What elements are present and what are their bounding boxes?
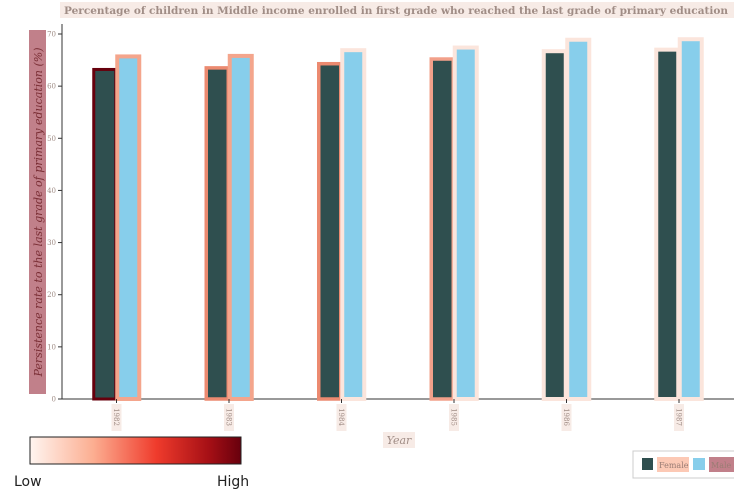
x-tick-label: 1983 (225, 408, 233, 426)
colorbar-high-label: High (217, 474, 249, 490)
x-tick-label-background (561, 404, 572, 431)
x-tick-label-background (224, 404, 234, 431)
bar-male-1985 (452, 45, 479, 402)
bar-female-1985 (429, 57, 455, 401)
y-tick-label: 50 (47, 135, 56, 143)
y-tick-label: 70 (47, 31, 56, 39)
legend-swatch-male (693, 458, 705, 470)
y-tick-label: 20 (47, 291, 56, 299)
x-tick-label-background (674, 404, 684, 431)
bar-female-1987 (654, 47, 681, 402)
bar-female-1983 (204, 66, 230, 401)
x-tick-label: 1986 (562, 408, 570, 426)
x-tick-label-background (111, 404, 122, 431)
bar-male-1984 (340, 48, 367, 402)
y-tick-label: 60 (47, 83, 56, 91)
bar-male-1982 (115, 54, 142, 402)
chart-title-background (60, 2, 734, 18)
x-tick-label-background (336, 404, 347, 431)
x-tick-label: 1984 (337, 408, 345, 426)
legend-swatch-female (642, 458, 653, 470)
y-axis-ticks: 0 10 20 30 40 50 60 70 (47, 31, 62, 404)
x-tick-label: 1982 (112, 408, 120, 426)
x-axis-label-background (383, 432, 415, 448)
x-tick-label: 1985 (450, 408, 458, 426)
y-tick-label: 30 (47, 239, 56, 247)
legend: Female Male (632, 450, 734, 479)
bar-series-group (92, 37, 704, 402)
legend-label-male-background (709, 457, 734, 472)
y-axis-label: Persistence rate to the last grade of pr… (32, 47, 45, 377)
colorbar-low-label: Low (14, 474, 42, 490)
bar-male-1986 (565, 37, 592, 401)
chart-title: Percentage of children in Middle income … (64, 5, 728, 17)
y-tick-label: 0 (52, 396, 56, 404)
legend-label-female: Female (659, 461, 689, 470)
bar-female-1982 (92, 67, 118, 401)
colorbar (29, 436, 242, 465)
bar-male-1987 (677, 37, 704, 401)
bar-female-1984 (317, 61, 343, 401)
legend-label-female-background (657, 457, 689, 472)
y-tick-label: 40 (47, 187, 56, 195)
legend-label-male: Male (711, 461, 732, 470)
x-axis-ticks: 1982 1983 1984 1985 1986 1987 (111, 399, 684, 431)
x-axis-label: Year (387, 434, 412, 447)
bar-female-1986 (541, 49, 568, 401)
x-tick-label: 1987 (675, 408, 683, 426)
bar-male-1983 (227, 53, 254, 402)
x-tick-label-background (449, 404, 459, 431)
y-tick-label: 10 (47, 343, 56, 351)
y-axis-label-background (29, 30, 46, 394)
